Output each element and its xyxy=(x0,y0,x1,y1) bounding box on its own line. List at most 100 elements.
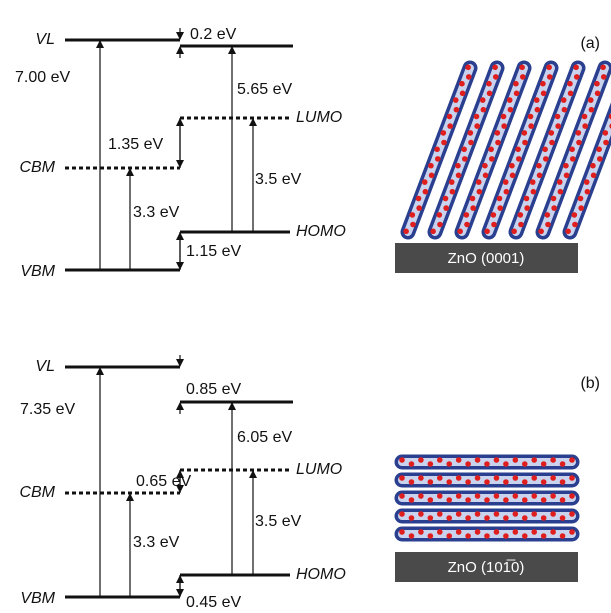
atom xyxy=(418,457,424,463)
atom xyxy=(558,189,564,195)
atom xyxy=(528,123,534,129)
atom xyxy=(465,64,471,70)
atom xyxy=(513,475,519,481)
atom xyxy=(399,529,405,535)
atom xyxy=(457,228,463,234)
atom xyxy=(564,173,570,179)
atom xyxy=(409,533,415,539)
atom xyxy=(484,515,490,521)
atom xyxy=(534,97,540,103)
atom xyxy=(449,179,455,185)
atom xyxy=(522,515,528,521)
atom xyxy=(475,511,481,517)
atom xyxy=(409,461,415,467)
atom xyxy=(446,497,452,503)
atom xyxy=(555,114,561,120)
atom xyxy=(560,533,566,539)
atom xyxy=(503,497,509,503)
atom xyxy=(488,146,494,152)
atom xyxy=(543,156,549,162)
atom xyxy=(531,475,537,481)
atom xyxy=(493,74,499,80)
atom xyxy=(465,497,471,503)
atom xyxy=(484,228,490,234)
atom xyxy=(429,173,435,179)
atom xyxy=(522,497,528,503)
atom xyxy=(597,156,603,162)
atom xyxy=(596,146,602,152)
atom xyxy=(550,529,556,535)
atom xyxy=(510,173,516,179)
atom xyxy=(576,130,582,136)
atom xyxy=(578,196,584,202)
atom xyxy=(530,179,536,185)
atom xyxy=(464,212,470,218)
atom xyxy=(491,212,497,218)
atom xyxy=(482,163,488,169)
atom xyxy=(416,205,422,211)
energy-label: 3.5 eV xyxy=(255,513,302,530)
atom xyxy=(453,97,459,103)
lumo-label: LUMO xyxy=(296,109,342,126)
atom xyxy=(418,511,424,517)
atom xyxy=(516,156,522,162)
atom xyxy=(531,511,537,517)
vbm-label: VBM xyxy=(20,263,55,280)
atom xyxy=(563,163,569,169)
atom xyxy=(459,81,465,87)
atom xyxy=(434,146,440,152)
atom xyxy=(569,511,575,517)
atom xyxy=(494,475,500,481)
atom xyxy=(545,222,551,228)
atom xyxy=(501,123,507,129)
atom xyxy=(541,461,547,467)
atom xyxy=(531,189,537,195)
atom xyxy=(481,107,487,113)
atom xyxy=(551,205,557,211)
atom xyxy=(428,497,434,503)
atom xyxy=(503,533,509,539)
atom xyxy=(541,479,547,485)
atom xyxy=(522,130,528,136)
atom xyxy=(468,140,474,146)
atom xyxy=(503,515,509,521)
atom xyxy=(437,511,443,517)
atom xyxy=(574,74,580,80)
atom xyxy=(514,91,520,97)
atom xyxy=(569,457,575,463)
atom xyxy=(456,475,462,481)
atom xyxy=(551,196,557,202)
atom xyxy=(428,479,434,485)
homo-label: HOMO xyxy=(296,223,346,240)
atom xyxy=(522,479,528,485)
atom xyxy=(495,130,501,136)
atom xyxy=(475,457,481,463)
energy-label: 3.3 eV xyxy=(133,534,180,551)
atom xyxy=(541,515,547,521)
atom xyxy=(399,457,405,463)
atom xyxy=(545,212,551,218)
homo-label: HOMO xyxy=(296,566,346,583)
atom xyxy=(487,91,493,97)
atom xyxy=(601,74,607,80)
atom xyxy=(446,533,452,539)
atom xyxy=(546,64,552,70)
atom xyxy=(536,163,542,169)
atom xyxy=(409,515,415,521)
atom xyxy=(569,475,575,481)
atom xyxy=(475,475,481,481)
atom xyxy=(447,123,453,129)
atom xyxy=(549,140,555,146)
atom xyxy=(428,163,434,169)
atom xyxy=(468,130,474,136)
atom xyxy=(489,156,495,162)
atom xyxy=(573,64,579,70)
atom xyxy=(437,529,443,535)
atom xyxy=(460,91,466,97)
atom xyxy=(582,114,588,120)
atom xyxy=(570,156,576,162)
atom xyxy=(456,173,462,179)
atom xyxy=(461,146,467,152)
atom xyxy=(409,497,415,503)
atom xyxy=(476,179,482,185)
